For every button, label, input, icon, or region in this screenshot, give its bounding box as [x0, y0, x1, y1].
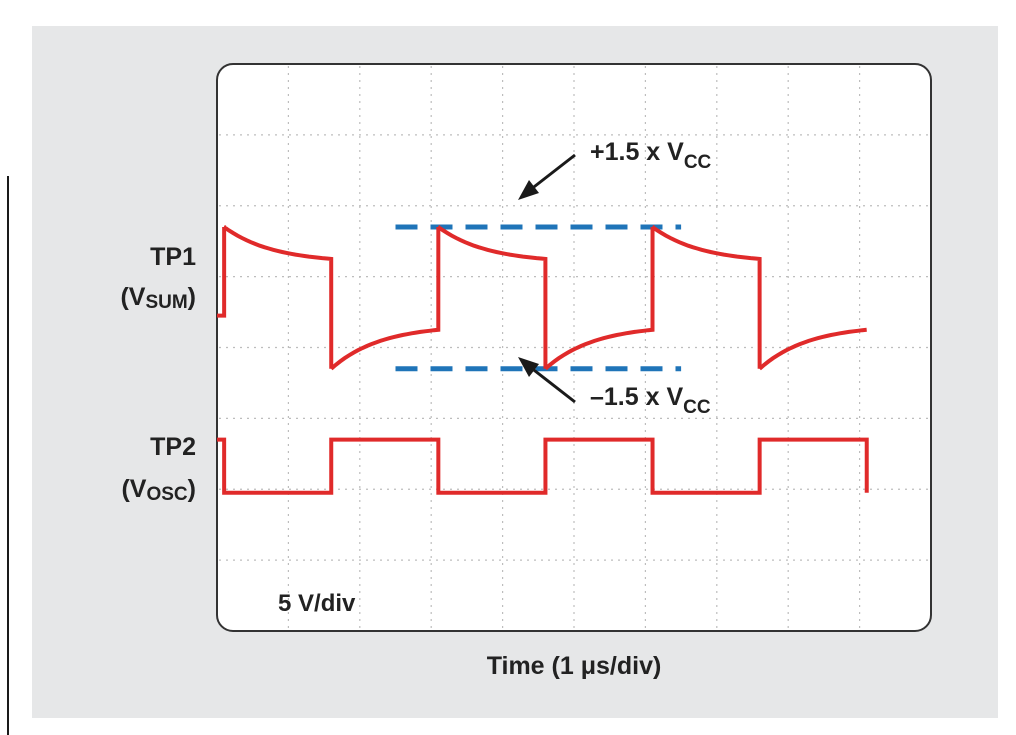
scale-label: 5 V/div	[278, 590, 356, 617]
upper-reference-label: +1.5 x VCC	[590, 138, 712, 173]
tp1-trace	[217, 225, 867, 371]
arrow-upper	[518, 153, 576, 200]
arrow-lower	[518, 357, 576, 404]
tp1-label: TP1	[150, 243, 196, 271]
tp1-sublabel: (VSUM)	[120, 283, 196, 313]
margin-rule	[7, 176, 9, 735]
tp2-sublabel: (VOSC)	[121, 475, 196, 505]
reference-lines	[395, 224, 682, 372]
traces	[217, 225, 869, 495]
x-axis-label: Time (1 μs/div)	[487, 652, 662, 680]
tp2-trace	[217, 437, 869, 495]
lower-reference-label: –1.5 x VCC	[590, 383, 711, 418]
tp2-label: TP2	[150, 433, 196, 461]
